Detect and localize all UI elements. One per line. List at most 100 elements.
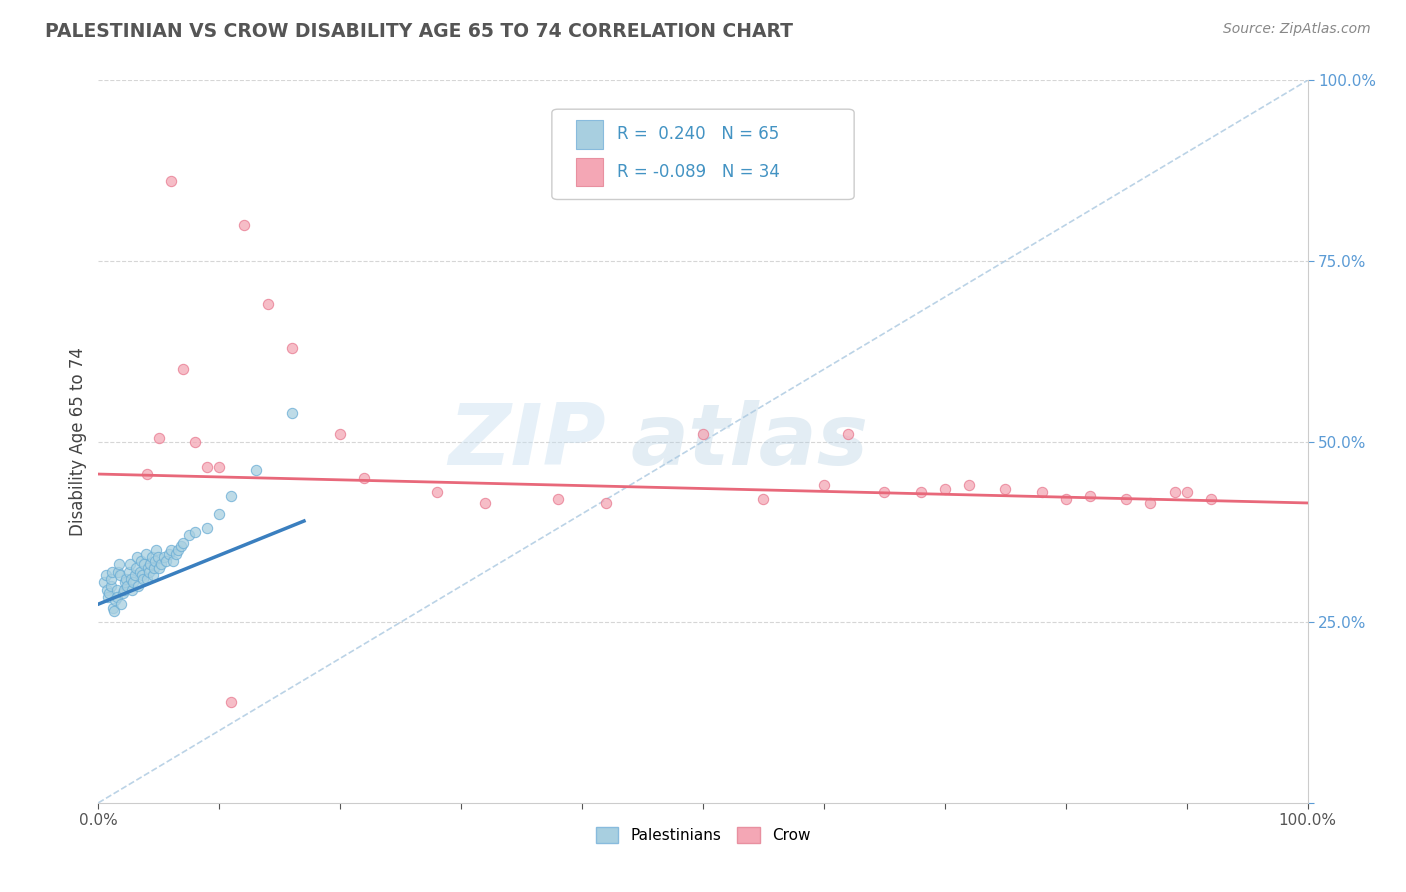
Point: [127, 579, 149, 593]
Point: [127, 550, 149, 565]
Point: [128, 565, 150, 579]
Point: [110, 597, 132, 611]
Point: [195, 521, 218, 535]
FancyBboxPatch shape: [551, 109, 855, 200]
Point: [114, 575, 136, 590]
Point: [103, 604, 125, 618]
Point: [1175, 485, 1198, 500]
Point: [873, 485, 896, 500]
Point: [104, 593, 127, 607]
Point: [172, 535, 194, 549]
Point: [329, 427, 352, 442]
Point: [118, 558, 141, 572]
Point: [172, 362, 194, 376]
Text: ZIP: ZIP: [449, 400, 606, 483]
Point: [232, 218, 254, 232]
Point: [957, 478, 980, 492]
Point: [208, 507, 231, 521]
Point: [125, 561, 148, 575]
Point: [122, 575, 145, 590]
Point: [124, 568, 146, 582]
Point: [910, 485, 932, 500]
Point: [143, 561, 166, 575]
Point: [105, 582, 128, 597]
Point: [132, 572, 155, 586]
Point: [1031, 485, 1053, 500]
Point: [97, 590, 120, 604]
Point: [120, 572, 142, 586]
Point: [281, 406, 304, 420]
Point: [139, 558, 162, 572]
Point: [195, 459, 218, 474]
Point: [245, 463, 267, 477]
Point: [221, 695, 243, 709]
Point: [1163, 485, 1185, 500]
Point: [134, 558, 156, 572]
Point: [118, 565, 141, 579]
Point: [474, 496, 496, 510]
Point: [994, 482, 1017, 496]
Point: [547, 492, 569, 507]
Point: [108, 558, 131, 572]
Point: [148, 561, 170, 575]
Point: [595, 496, 617, 510]
Point: [256, 297, 278, 311]
Point: [813, 478, 835, 492]
Point: [135, 547, 157, 561]
Point: [160, 542, 183, 557]
Point: [934, 482, 956, 496]
Point: [101, 600, 124, 615]
Point: [145, 542, 167, 557]
Point: [148, 431, 170, 445]
Point: [162, 554, 184, 568]
Point: [208, 459, 231, 474]
Point: [692, 427, 714, 442]
Point: [115, 572, 138, 586]
Point: [167, 542, 190, 557]
Point: [184, 524, 207, 539]
Text: R = -0.089   N = 34: R = -0.089 N = 34: [617, 163, 780, 181]
Y-axis label: Disability Age 65 to 74: Disability Age 65 to 74: [69, 347, 87, 536]
Point: [136, 561, 159, 575]
Point: [143, 554, 166, 568]
Point: [141, 550, 163, 565]
Point: [1139, 496, 1161, 510]
Point: [138, 565, 160, 579]
Text: R =  0.240   N = 65: R = 0.240 N = 65: [617, 126, 779, 144]
Point: [1115, 492, 1137, 507]
Legend: Palestinians, Crow: Palestinians, Crow: [589, 822, 817, 849]
Point: [1199, 492, 1222, 507]
FancyBboxPatch shape: [576, 158, 603, 186]
Point: [135, 467, 157, 481]
Point: [281, 341, 304, 355]
Point: [135, 572, 157, 586]
Point: [146, 550, 169, 565]
Point: [152, 550, 174, 565]
Point: [221, 489, 243, 503]
Point: [169, 539, 191, 553]
Point: [129, 554, 152, 568]
Point: [100, 572, 122, 586]
Point: [150, 558, 173, 572]
Point: [94, 568, 117, 582]
Point: [108, 568, 131, 582]
Text: atlas: atlas: [630, 400, 869, 483]
Point: [111, 586, 134, 600]
Text: Source: ZipAtlas.com: Source: ZipAtlas.com: [1223, 22, 1371, 37]
Point: [837, 427, 859, 442]
Point: [107, 565, 129, 579]
Point: [752, 492, 775, 507]
Point: [157, 547, 180, 561]
Point: [96, 582, 118, 597]
Point: [105, 590, 128, 604]
Point: [121, 582, 143, 597]
Point: [100, 565, 122, 579]
Point: [112, 582, 135, 597]
Point: [1054, 492, 1077, 507]
Point: [353, 470, 375, 484]
Point: [165, 547, 187, 561]
Point: [131, 568, 153, 582]
Point: [117, 579, 139, 593]
Text: PALESTINIAN VS CROW DISABILITY AGE 65 TO 74 CORRELATION CHART: PALESTINIAN VS CROW DISABILITY AGE 65 TO…: [45, 22, 793, 41]
Point: [155, 554, 177, 568]
